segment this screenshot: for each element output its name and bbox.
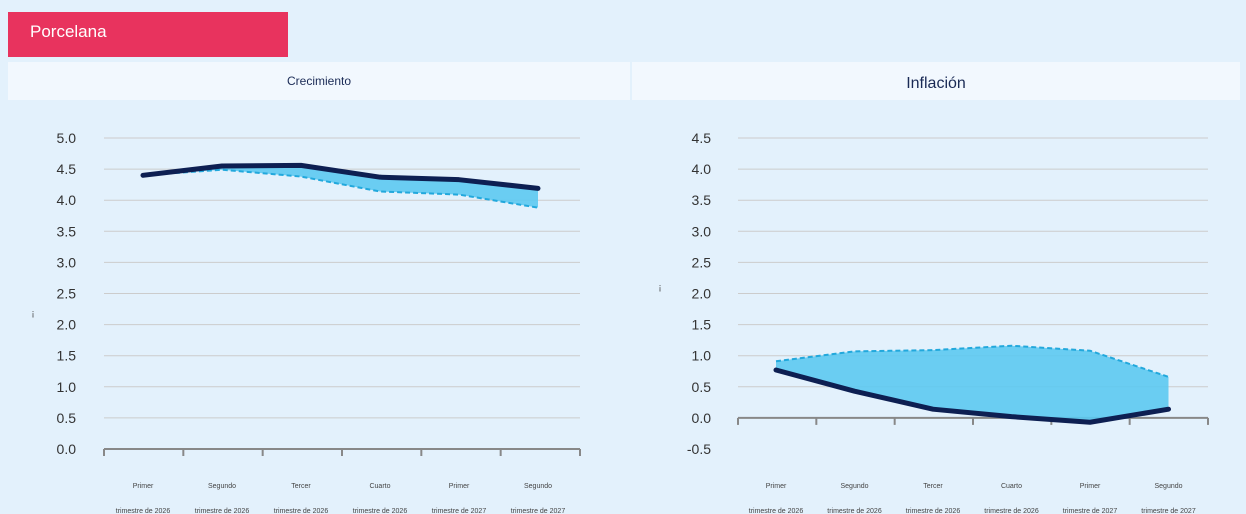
inflation-y-axis-label: ¡ [659, 282, 662, 292]
growth-band-area [143, 165, 538, 208]
inflation-y-tick-label: 4.5 [692, 130, 712, 146]
inflation-band-area [776, 345, 1169, 423]
inflation-y-tick-label: 2.5 [692, 254, 712, 270]
growth-x-label-line2: trimestre de 2026 [353, 508, 408, 514]
growth-x-label-line1: Cuarto [369, 483, 390, 490]
growth-x-label-line2: trimestre de 2026 [116, 508, 171, 514]
inflation-x-label-line2: trimestre de 2026 [749, 508, 804, 514]
growth-x-label-line1: Tercer [291, 483, 311, 490]
inflation-y-tick-label: 1.0 [692, 348, 712, 364]
inflation-x-label-line1: Primer [766, 483, 787, 490]
inflation-x-label-line1: Segundo [1154, 483, 1182, 490]
growth-y-tick-label: 5.0 [57, 130, 77, 146]
inflation-chart-title: Inflación [632, 62, 1240, 100]
growth-y-tick-label: 2.5 [57, 286, 77, 302]
inflation-x-label-line2: trimestre de 2026 [827, 508, 882, 514]
growth-y-tick-label: 3.0 [57, 254, 77, 270]
growth-x-label-line2: trimestre de 2026 [274, 508, 329, 514]
inflation-x-label-line1: Segundo [840, 483, 868, 490]
growth-x-label-line1: Segundo [208, 483, 236, 490]
inflation-solid-series-line [773, 367, 1171, 425]
growth-chart-title: Crecimiento [8, 62, 630, 100]
growth-y-tick-label: 3.5 [57, 223, 77, 239]
growth-x-label-line1: Primer [449, 483, 470, 490]
growth-x-label-line2: trimestre de 2026 [195, 508, 250, 514]
inflation-x-label-line2: trimestre de 2026 [984, 508, 1039, 514]
growth-x-label-line1: Segundo [524, 483, 552, 490]
growth-solid-series-line [140, 162, 541, 191]
inflation-x-label-line2: trimestre de 2026 [906, 508, 961, 514]
inflation-x-label-line2: trimestre de 2027 [1063, 508, 1118, 514]
growth-x-label-line1: Primer [133, 483, 154, 490]
inflation-y-tick-label: 3.0 [692, 223, 712, 239]
inflation-x-label-line1: Cuarto [1001, 483, 1022, 490]
growth-y-tick-label: 1.5 [57, 348, 77, 364]
growth-y-tick-label: 4.0 [57, 192, 77, 208]
growth-y-tick-label: 4.5 [57, 161, 77, 177]
growth-x-label-line2: trimestre de 2027 [432, 508, 487, 514]
inflation-y-tick-label: 0.0 [692, 410, 712, 426]
inflation-y-tick-label: 1.5 [692, 317, 712, 333]
growth-y-tick-label: 0.5 [57, 410, 77, 426]
inflation-x-label-line1: Tercer [923, 483, 943, 490]
growth-y-tick-label: 0.0 [57, 441, 77, 457]
growth-y-tick-label: 2.0 [57, 317, 77, 333]
growth-x-label-line2: trimestre de 2027 [511, 508, 566, 514]
growth-y-axis-label: ¡ [32, 308, 35, 318]
inflation-dashed-series-line [775, 344, 1169, 378]
growth-y-tick-label: 1.0 [57, 379, 77, 395]
inflation-y-tick-label: 2.0 [692, 286, 712, 302]
inflation-y-tick-label: -0.5 [687, 441, 711, 457]
inflation-y-tick-label: 4.0 [692, 161, 712, 177]
inflation-y-tick-label: 3.5 [692, 192, 712, 208]
inflation-y-tick-label: 0.5 [692, 379, 712, 395]
inflation-x-label-line1: Primer [1080, 483, 1101, 490]
growth-dashed-series-line [142, 168, 539, 209]
inflation-x-label-line2: trimestre de 2027 [1141, 508, 1196, 514]
country-tag: Porcelana [8, 12, 288, 57]
